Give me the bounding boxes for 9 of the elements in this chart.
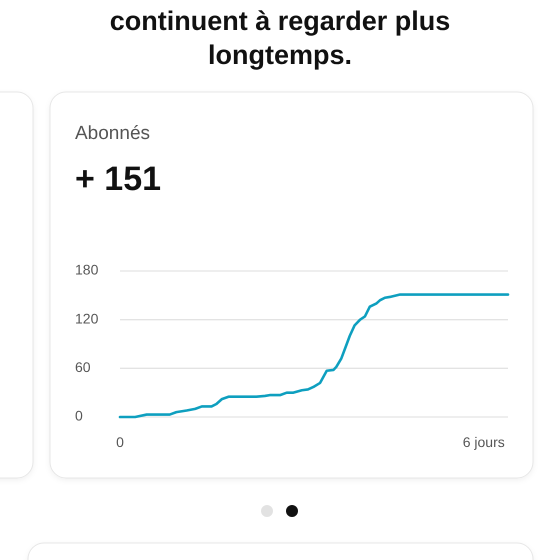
x-tick-label: 6 jours [462, 434, 505, 450]
chart-title: Abonnés [75, 123, 150, 144]
line-series [118, 293, 510, 418]
y-tick-label: 180 [75, 262, 99, 278]
chart-subtitle: + 151 [75, 160, 162, 198]
text: continuent à regarder plus longtemps. [110, 6, 450, 70]
y-tick-label: 0 [75, 408, 83, 424]
y-tick-label: 60 [75, 359, 91, 376]
y-tick-label: 120 [75, 310, 99, 326]
